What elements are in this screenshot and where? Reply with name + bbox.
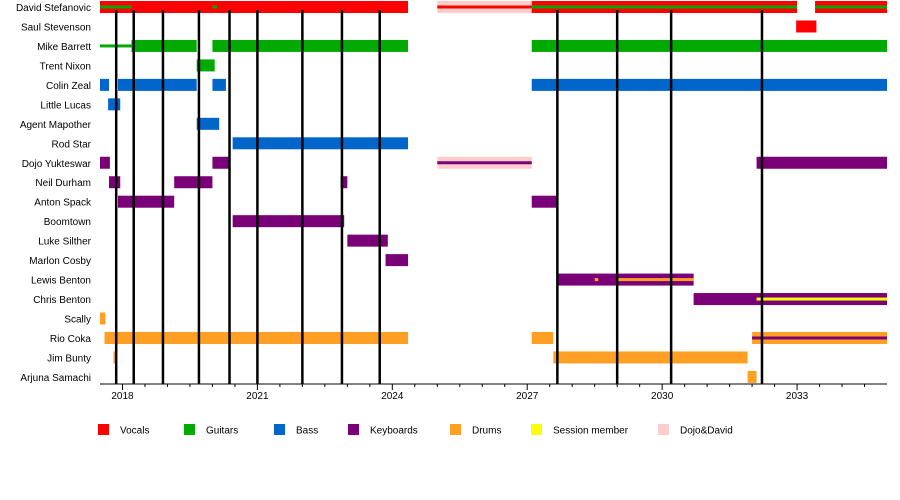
member-label: Rio Coka (50, 334, 92, 345)
bar-keyboards (752, 336, 887, 340)
member-label: Luke Silther (38, 237, 91, 248)
legend-item-drums: Drums (450, 424, 501, 437)
legend-swatch (348, 424, 359, 435)
tick-label: 2027 (516, 391, 539, 402)
release-lines (114, 10, 764, 384)
member-bars (100, 1, 887, 383)
bar-guitars (212, 39, 409, 52)
bar-guitars (212, 5, 217, 9)
bar-guitars (100, 5, 132, 9)
legend-item-vocals: Vocals (98, 424, 149, 437)
legend-label: Drums (472, 426, 501, 437)
bar-guitars (531, 39, 887, 52)
tick-label: 2024 (381, 391, 404, 402)
member-label: Scally (64, 315, 91, 326)
legend: Vocals Guitars Bass Keyboards Drums Session m… (98, 424, 733, 437)
member-label: Saul Stevenson (21, 22, 91, 33)
bar-keyboards (340, 176, 348, 189)
legend-item-dojodavid: Dojo&David (658, 424, 733, 437)
bar-bass (108, 98, 121, 111)
x-axis: 2018 2021 2024 2027 2030 2033 (100, 383, 887, 402)
member-label: Jim Bunty (47, 353, 91, 364)
bar-keyboards (108, 176, 121, 189)
legend-item-keyboards: Keyboards (348, 424, 418, 437)
member-label: Mike Barrett (37, 42, 91, 53)
legend-swatch (274, 424, 285, 435)
legend-label: Keyboards (370, 426, 418, 437)
bar-bass (212, 78, 226, 91)
bar-guitars (531, 5, 798, 9)
member-label: Arjuna Samachi (20, 373, 91, 384)
bar-drums (100, 312, 106, 325)
bar-vocals (796, 20, 817, 33)
member-label: Agent Mapother (20, 120, 92, 131)
legend-swatch (450, 424, 461, 435)
tick-label: 2030 (651, 391, 674, 402)
bar-bass (100, 78, 109, 91)
legend-item-session: Session member (531, 424, 629, 437)
bar-bass (117, 78, 197, 91)
bar-keyboards (232, 215, 345, 228)
bar-drums (113, 351, 117, 364)
legend-item-bass: Bass (274, 424, 318, 437)
legend-label: Session member (553, 426, 629, 437)
legend-item-guitars: Guitars (184, 424, 238, 437)
member-label: Boomtown (44, 217, 91, 228)
bar-bass (232, 137, 409, 150)
bar-vocals (437, 5, 532, 9)
member-label: David Stefanovic (16, 3, 91, 14)
member-label: Little Lucas (40, 100, 91, 111)
bar-bass (196, 117, 220, 130)
bar-keyboards (117, 195, 175, 208)
bar-guitars (815, 5, 887, 9)
bar-vocals (100, 1, 409, 13)
member-label: Marlon Cosby (29, 256, 91, 267)
legend-label: Vocals (120, 426, 149, 437)
bar-keyboards (212, 156, 231, 169)
legend-label: Bass (296, 426, 318, 437)
bar-drums (594, 278, 599, 282)
bar-keyboards (385, 254, 409, 267)
member-label: Trent Nixon (40, 61, 91, 72)
legend-swatch (98, 424, 109, 435)
bar-drums (531, 331, 554, 344)
tick-label: 2018 (111, 391, 134, 402)
bar-session (756, 297, 887, 301)
bar-keyboards (437, 161, 532, 165)
member-label: Rod Star (52, 139, 92, 150)
bar-keyboards (100, 156, 110, 169)
bar-keyboards (531, 195, 558, 208)
member-label: Colin Zeal (46, 81, 91, 92)
bar-bass (531, 78, 887, 91)
bar-keyboards (756, 156, 887, 169)
legend-swatch (531, 424, 542, 435)
member-label: Lewis Benton (31, 276, 91, 287)
tick-label: 2033 (786, 391, 809, 402)
bar-keyboards (347, 234, 388, 247)
member-labels: David Stefanovic Saul Stevenson Mike Barre… (16, 3, 92, 384)
member-label: Chris Benton (33, 295, 91, 306)
legend-swatch (184, 424, 195, 435)
legend-label: Guitars (206, 426, 238, 437)
tick-label: 2021 (246, 391, 269, 402)
bar-keyboards (174, 176, 213, 189)
legend-label: Dojo&David (680, 426, 733, 437)
member-label: Dojo Yukteswar (22, 159, 92, 170)
bar-drums (747, 370, 757, 383)
legend-swatch (658, 424, 669, 435)
bar-drums (617, 278, 694, 282)
bar-guitars (196, 59, 215, 72)
member-label: Anton Spack (34, 198, 92, 209)
bar-drums (553, 351, 748, 364)
member-label: Neil Durham (35, 178, 91, 189)
